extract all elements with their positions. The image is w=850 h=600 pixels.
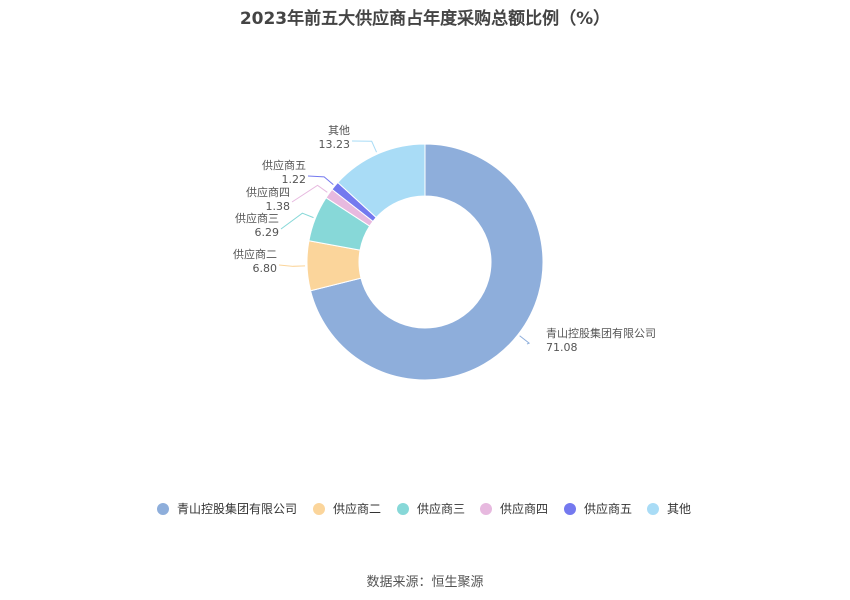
- chart-title: 2023年前五大供应商占年度采购总额比例（%）: [239, 9, 611, 29]
- legend-label: 其他: [667, 502, 692, 516]
- chart-legend: 青山控股集团有限公司 供应商二 供应商三 供应商四 供应商五 其他: [0, 500, 850, 520]
- leader-line-4: [291, 184, 328, 203]
- slice-label-name-5: 供应商五: [262, 158, 306, 172]
- legend-item-3[interactable]: 供应商三: [397, 500, 465, 517]
- slice-label-name-6: 其他: [328, 124, 350, 137]
- leader-line-3: [280, 212, 314, 230]
- legend-marker: [480, 502, 492, 515]
- legend-label: 供应商二: [333, 502, 382, 516]
- slice-label-name-4: 供应商四: [246, 185, 290, 199]
- legend-marker: [647, 502, 659, 515]
- legend-item-2[interactable]: 供应商二: [313, 500, 381, 517]
- slice-label-value-4: 1.38: [266, 200, 291, 213]
- slice-6[interactable]: [337, 143, 426, 219]
- legend-item-1[interactable]: 青山控股集团有限公司: [157, 500, 297, 517]
- slice-1[interactable]: [309, 143, 544, 381]
- legend-label: 供应商五: [584, 502, 633, 516]
- legend-label: 青山控股集团有限公司: [177, 502, 298, 516]
- leader-line-2: [278, 264, 306, 267]
- data-source-note: 数据来源：恒生聚源: [366, 575, 484, 590]
- slice-label-value-3: 6.29: [255, 226, 280, 239]
- legend-marker: [157, 502, 169, 515]
- leader-line-6: [351, 140, 378, 153]
- slice-label-value-1: 71.08: [546, 341, 578, 354]
- legend-label: 供应商四: [500, 502, 549, 516]
- slice-label-value-5: 1.22: [282, 173, 307, 186]
- legend-label: 供应商三: [417, 502, 466, 516]
- legend-marker: [397, 502, 409, 515]
- leader-line-1: [519, 335, 531, 345]
- legend-item-5[interactable]: 供应商五: [564, 500, 632, 517]
- slice-label-name-1: 青山控股集团有限公司: [546, 326, 656, 340]
- leader-line-5: [307, 175, 334, 185]
- slice-label-value-2: 6.80: [253, 262, 278, 275]
- legend-marker: [313, 502, 325, 515]
- slice-label-value-6: 13.23: [319, 138, 351, 151]
- legend-item-4[interactable]: 供应商四: [480, 500, 548, 517]
- legend-marker: [564, 502, 576, 515]
- slice-label-name-3: 供应商三: [235, 211, 279, 225]
- legend-item-6[interactable]: 其他: [647, 500, 691, 517]
- slice-label-name-2: 供应商二: [233, 247, 277, 261]
